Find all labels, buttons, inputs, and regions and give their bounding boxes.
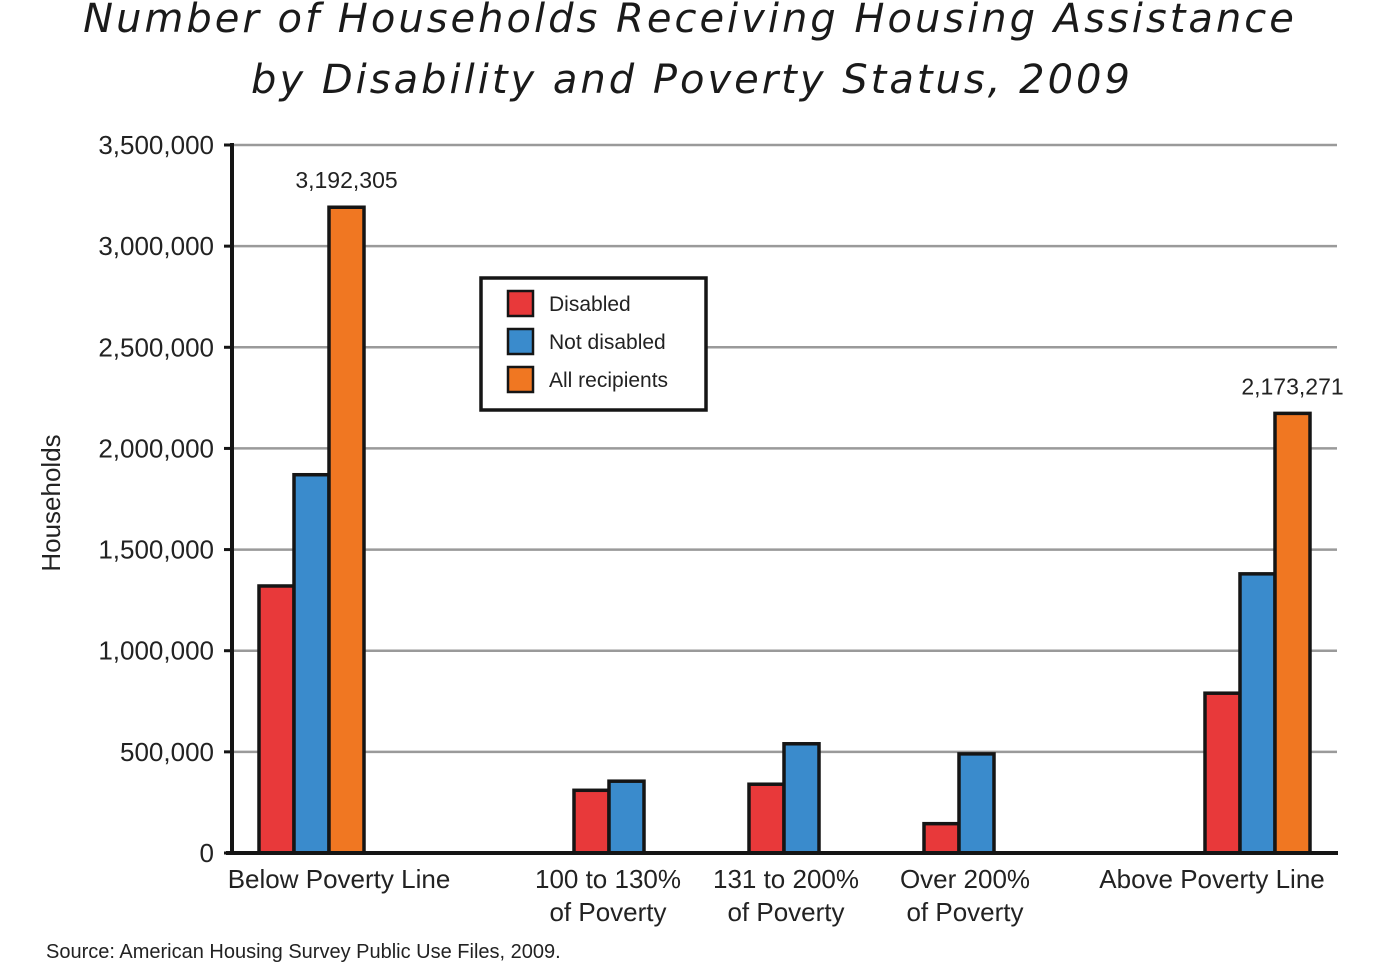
legend-label-not-disabled: Not disabled (549, 331, 666, 354)
bar-disabled (747, 782, 786, 855)
data-label: 3,192,305 (295, 167, 397, 193)
bar-disabled (1203, 691, 1242, 855)
legend-swatch-all-recipients (506, 365, 535, 394)
y-tick-label: 3,500,000 (98, 130, 214, 160)
y-tick-label: 2,000,000 (98, 433, 214, 463)
y-tick-label: 500,000 (120, 737, 214, 767)
data-labels: 3,192,305 2,173,271 (295, 167, 1343, 399)
x-category-label: Below Poverty Line (228, 864, 451, 894)
y-tick-label: 0 (200, 838, 214, 868)
source-note: Source: American Housing Survey Public U… (46, 941, 561, 963)
legend-swatch-disabled (506, 289, 535, 318)
x-category-label: 131 to 200% of Poverty (713, 864, 859, 927)
gridlines (232, 143, 1337, 754)
bar-not-disabled (607, 779, 646, 855)
x-category-label: 100 to 130% of Poverty (535, 864, 681, 927)
bars (257, 205, 1312, 855)
bar-disabled (572, 788, 611, 855)
bar-not-disabled (1238, 572, 1277, 855)
y-axis-label: Households (36, 434, 66, 571)
x-category-label: Above Poverty Line (1099, 864, 1324, 894)
y-tick-label: 1,000,000 (98, 636, 214, 666)
bar-not-disabled (957, 752, 996, 855)
y-tick-label: 2,500,000 (98, 332, 214, 362)
y-tick-label: 1,500,000 (98, 535, 214, 565)
bar-disabled (257, 584, 296, 855)
chart-title-line-2: by Disability and Poverty Status, 2009 (251, 57, 1133, 103)
bar-disabled (922, 821, 961, 855)
data-label: 2,173,271 (1241, 373, 1343, 399)
x-axis-categories: Below Poverty Line 100 to 130% of Poverty 1… (228, 864, 1325, 927)
chart-title-line-1: Number of Households Receiving Housing A… (83, 0, 1297, 42)
y-tick-label: 3,000,000 (98, 231, 214, 261)
x-category-label: Over 200% of Poverty (900, 864, 1030, 927)
bar-not-disabled (782, 742, 821, 855)
legend-swatch-not-disabled (506, 327, 535, 356)
bar-all-recipients (1273, 411, 1312, 855)
bar-not-disabled (292, 472, 331, 855)
bar-all-recipients (327, 205, 366, 855)
legend: Disabled Not disabled All recipients (479, 276, 708, 412)
y-axis-ticks: 0 500,000 1,000,000 1,500,000 2,000,000 2,500… (98, 130, 234, 868)
legend-label-all-recipients: All recipients (549, 369, 668, 392)
legend-label-disabled: Disabled (549, 293, 631, 316)
